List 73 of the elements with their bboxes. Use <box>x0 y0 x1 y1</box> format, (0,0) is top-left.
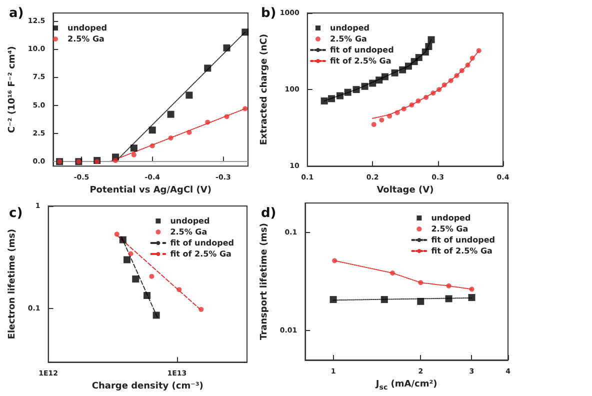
y-axis-title: Transport lifetime (ms) <box>260 222 270 340</box>
point <box>394 110 400 116</box>
point <box>391 69 398 76</box>
x-axis-title: Charge density (cm⁻³) <box>92 382 204 392</box>
point <box>344 88 352 96</box>
point <box>416 98 421 104</box>
point <box>167 110 174 118</box>
legend-label: 2.5% Ga <box>170 228 208 236</box>
legend-label: fit of undoped <box>170 238 234 248</box>
point <box>205 120 210 125</box>
legend-label: fit of 2.5% Ga <box>170 250 232 258</box>
point <box>94 159 100 164</box>
x-axis-title: Potential vs Ag/AgCl (V) <box>90 186 212 196</box>
point <box>442 82 447 88</box>
point <box>401 106 406 112</box>
point <box>459 68 464 74</box>
legend-label: undoped <box>68 24 108 32</box>
point <box>381 73 388 80</box>
legend-label: fit of undoped <box>330 46 394 54</box>
point <box>131 152 136 158</box>
point <box>204 64 212 72</box>
point <box>476 48 482 54</box>
point <box>470 56 475 61</box>
chart-title: a) <box>9 6 24 21</box>
legend-label: undoped <box>431 214 471 222</box>
point <box>404 62 412 70</box>
point <box>148 126 156 134</box>
point <box>428 36 435 44</box>
legend-label: undoped <box>330 24 370 32</box>
point <box>424 94 429 100</box>
point <box>361 82 368 90</box>
point <box>409 102 414 108</box>
point <box>186 92 193 99</box>
legend-label: 2.5% Ga <box>68 34 104 44</box>
point <box>448 78 454 84</box>
legend-label: fit of 2.5% Ga <box>330 56 392 66</box>
point <box>436 87 442 92</box>
legend-label: 2.5% Ga <box>431 224 468 234</box>
y-axis-title: Extracted charge (nC) <box>260 34 270 146</box>
point <box>376 76 383 84</box>
point <box>369 80 376 87</box>
point <box>113 158 118 163</box>
point <box>186 130 192 135</box>
point <box>168 135 174 140</box>
legend-label: 2.5% Ga <box>330 34 367 44</box>
point <box>371 122 376 127</box>
legend-label: undoped <box>170 216 210 226</box>
point <box>320 97 328 104</box>
y-axis-title: C⁻² (10¹⁶ F⁻² cm⁴) <box>8 46 18 133</box>
legend-label: fit of undoped <box>431 236 496 244</box>
point <box>242 28 249 36</box>
point <box>430 90 436 96</box>
point <box>352 86 360 94</box>
point <box>224 114 230 120</box>
point <box>454 73 460 78</box>
chart-title: d) <box>261 206 276 221</box>
point <box>465 62 470 68</box>
legend-label: fit of 2.5% Ga <box>431 246 492 256</box>
point <box>415 54 422 62</box>
chart-title: c) <box>9 206 23 221</box>
chart-title: b) <box>261 6 276 21</box>
point <box>150 143 155 148</box>
point <box>387 114 392 119</box>
point <box>425 43 432 50</box>
point <box>336 92 344 100</box>
point <box>130 144 138 152</box>
point <box>328 95 336 102</box>
x-axis-title: Voltage (V) <box>376 186 434 196</box>
y-axis-title: Electron lifetime (ms) <box>8 228 18 340</box>
point <box>242 106 248 112</box>
point <box>379 118 384 123</box>
point <box>223 44 230 52</box>
point <box>399 66 406 74</box>
